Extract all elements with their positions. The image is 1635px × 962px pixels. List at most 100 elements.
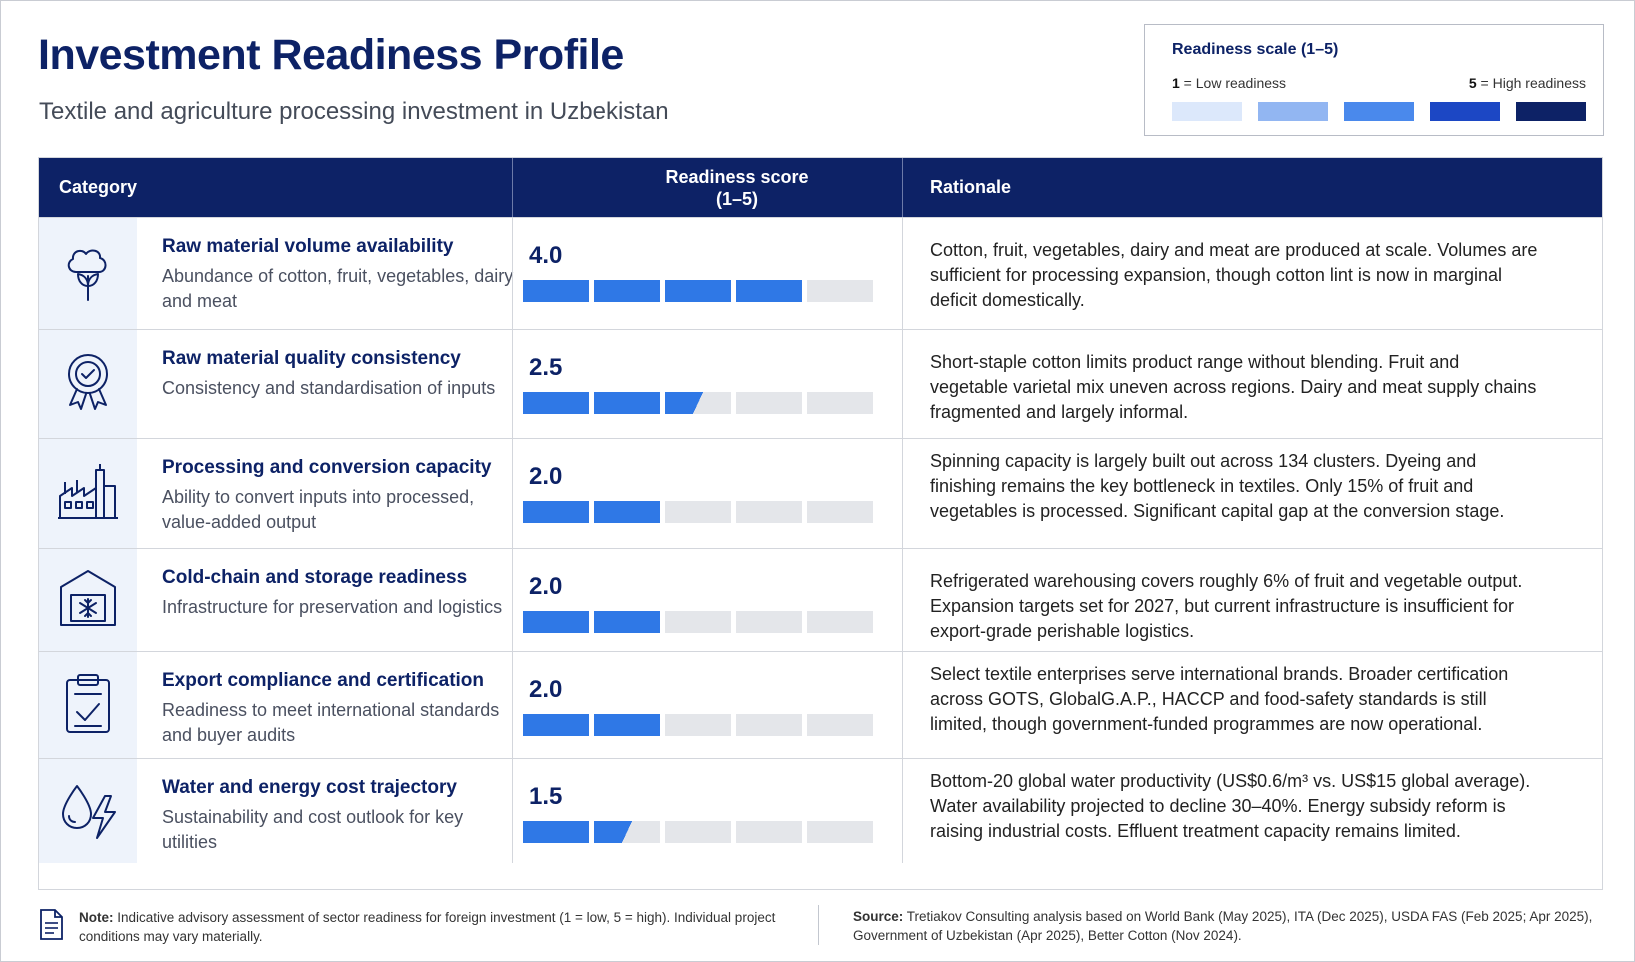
column-divider [902,218,903,329]
readiness-table: Category Readiness score (1–5) Rationale … [38,157,1603,890]
document-icon [40,909,63,940]
column-divider [902,330,903,438]
table-row: Export compliance and certification Readi… [39,651,1602,758]
factory-icon [55,458,121,529]
column-divider [512,549,513,651]
note-label: Note: [79,910,114,925]
score-segment [736,501,802,523]
score-segment [594,392,660,414]
column-divider [512,652,513,758]
score-value: 2.5 [529,354,563,381]
column-divider [902,759,903,863]
category-description: Infrastructure for preservation and logi… [162,597,503,617]
legend-swatch [1344,102,1414,121]
table-header: Category Readiness score (1–5) Rationale [39,158,1602,217]
water-energy-icon [55,776,121,847]
score-segment [523,392,589,414]
header-divider [902,158,903,217]
score-segment [807,611,873,633]
score-segment [807,501,873,523]
score-value: 2.0 [529,676,563,703]
score-segment [523,280,589,302]
legend-high-label: 5 = High readiness [1469,75,1586,91]
cotton-plant-icon [55,238,121,309]
score-segment [736,392,802,414]
source-text: Tretiakov Consulting analysis based on W… [853,909,1593,943]
category-icon-cell [39,439,137,548]
score-segment [736,714,802,736]
legend-high-text: = High readiness [1476,75,1586,91]
cold-storage-icon [55,565,121,636]
rationale-text: Short-staple cotton limits product range… [930,352,1537,422]
table-row: Water and energy cost trajectory Sustaina… [39,758,1602,863]
score-segment [665,611,731,633]
score-value: 2.0 [529,463,563,490]
category-description: Readiness to meet international standard… [162,700,500,745]
page-title: Investment Readiness Profile [38,31,624,79]
score-bar [523,392,873,414]
header-score: Readiness score (1–5) [534,158,940,217]
score-segment [736,611,802,633]
footer-note: Note: Indicative advisory assessment of … [79,908,779,946]
score-segment [523,821,589,843]
score-segment [665,501,731,523]
score-segment [807,392,873,414]
footer-divider [818,905,819,945]
header-rationale: Rationale [930,177,1012,197]
score-segment [665,714,731,736]
legend-low-number: 1 [1172,75,1180,91]
header-score-line2: (1–5) [715,188,758,209]
rationale-text: Select textile enterprises serve interna… [930,664,1509,734]
legend-title: Readiness scale (1–5) [1172,41,1339,58]
legend-swatch [1430,102,1500,121]
score-segment [523,501,589,523]
score-segment [736,821,802,843]
column-divider [902,652,903,758]
score-bar [523,821,873,843]
rationale-text: Spinning capacity is largely built out a… [930,451,1505,521]
table-row: Cold-chain and storage readiness Infrastr… [39,548,1602,651]
category-icon-cell [39,652,137,758]
category-description: Consistency and standardisation of input… [162,378,496,398]
clipboard-check-icon [55,670,121,741]
source-label: Source: [853,909,904,924]
page-subtitle: Textile and agriculture processing inves… [39,98,669,125]
score-segment [594,280,660,302]
score-segment [807,280,873,302]
legend-swatch [1516,102,1586,121]
category-title: Raw material volume availability [162,236,454,257]
category-icon-cell [39,759,137,863]
category-title: Cold-chain and storage readiness [162,567,468,588]
header-category: Category [59,177,138,197]
score-segment [594,714,660,736]
category-title: Water and energy cost trajectory [162,777,457,798]
readiness-scale-legend: Readiness scale (1–5) 1 = Low readiness … [1144,24,1604,136]
column-divider [902,549,903,651]
category-title: Raw material quality consistency [162,348,461,369]
table-row: Raw material quality consistency Consiste… [39,329,1602,438]
category-description: Ability to convert inputs into processed… [162,487,475,532]
score-bar [523,501,873,523]
note-text: Indicative advisory assessment of sector… [79,910,776,944]
column-divider [512,218,513,329]
category-description: Sustainability and cost outlook for key … [162,807,464,852]
score-segment [594,501,660,523]
footer-source: Source: Tretiakov Consulting analysis ba… [853,907,1593,945]
score-segment [736,280,802,302]
score-segment [523,714,589,736]
column-divider [902,439,903,548]
category-title: Export compliance and certification [162,670,485,691]
rationale-text: Refrigerated warehousing covers roughly … [930,571,1523,641]
legend-high-number: 5 [1468,75,1477,91]
score-value: 4.0 [529,242,563,269]
legend-low-label: 1 = Low readiness [1172,75,1286,91]
category-icon-cell [39,549,137,651]
score-segment [594,611,660,633]
quality-badge-icon [55,349,121,420]
score-bar [523,280,873,302]
score-segment [594,821,660,843]
legend-swatches [1172,102,1586,121]
category-title: Processing and conversion capacity [162,457,492,478]
table-row: Raw material volume availability Abundanc… [39,217,1602,329]
